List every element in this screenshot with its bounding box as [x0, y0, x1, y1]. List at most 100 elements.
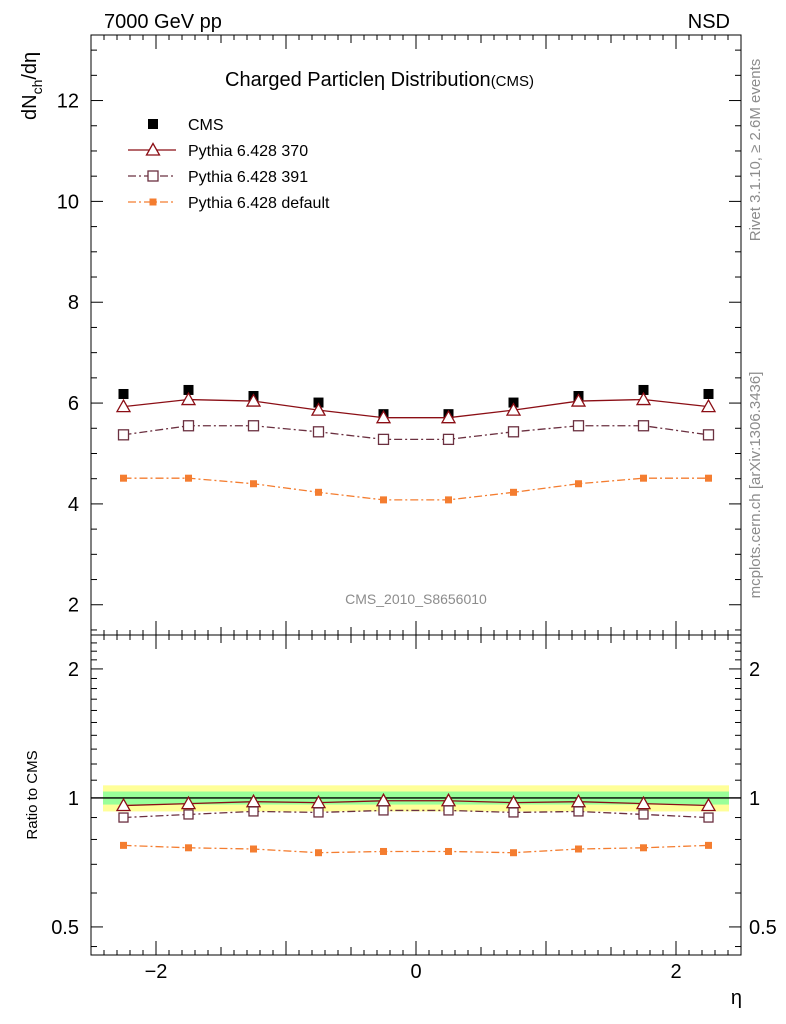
ratio-y-tick-label: 0.5	[51, 917, 79, 939]
ratio-line	[123, 844, 709, 854]
data-point	[380, 496, 387, 504]
ratio-y-tick-label: 1	[68, 788, 79, 810]
main-axis-ticks: 2 4 6 8 10 12	[57, 35, 742, 635]
process-label: NSD	[688, 11, 730, 33]
x-axis-label: η	[731, 987, 742, 1009]
legend-label: CMS	[188, 117, 224, 134]
data-point	[118, 388, 129, 399]
legend-marker	[148, 119, 158, 129]
y-tick-label: 6	[68, 393, 79, 415]
y-tick-label: 2	[68, 595, 79, 617]
ratio-y-tick-label: 2	[68, 659, 79, 681]
legend-item-cms: CMS	[148, 117, 224, 134]
data-point	[445, 496, 452, 504]
ratio-y-tick-label-right: 0.5	[749, 917, 777, 939]
data-point	[635, 391, 652, 406]
data-point	[120, 474, 127, 482]
ratio-series-pythia-6-428-391	[118, 805, 714, 823]
legend-marker	[147, 170, 159, 182]
data-point	[315, 488, 322, 496]
data-point	[310, 402, 327, 416]
series-line	[123, 398, 709, 419]
data-point	[312, 426, 325, 438]
legend-marker	[149, 198, 157, 206]
ratio-point	[445, 847, 452, 855]
series-cms	[118, 384, 714, 420]
ratio-point	[705, 841, 712, 849]
ratio-point	[703, 812, 714, 823]
series-line	[123, 425, 709, 441]
energy-label: 7000 GeV pp	[104, 11, 222, 33]
y-tick-label: 8	[68, 292, 79, 314]
ratio-point	[313, 807, 324, 818]
data-point	[640, 474, 647, 482]
data-point	[117, 429, 130, 441]
ratio-point	[115, 797, 132, 812]
ratio-point	[443, 805, 454, 816]
data-point	[705, 474, 712, 482]
series-line	[123, 477, 709, 501]
ratio-point	[508, 807, 519, 818]
data-point	[702, 429, 715, 441]
ratio-panel: 0.5 0.5 1 1 2 2 −2 0 2 Ratio to CMS η	[24, 634, 777, 1009]
ratio-point	[183, 809, 194, 820]
data-point	[507, 426, 520, 438]
ratio-point	[638, 809, 649, 820]
x-tick-label: −2	[145, 961, 168, 983]
mcplots-label: mcplots.cern.ch [arXiv:1306.3436]	[747, 372, 764, 599]
legend-item-pythia-6-428-default: Pythia 6.428 default	[128, 195, 330, 212]
ratio-point	[635, 795, 652, 810]
legend-label: Pythia 6.428 default	[188, 195, 330, 212]
data-point	[637, 420, 650, 432]
ratio-point	[510, 849, 517, 857]
legend-item-pythia-6-428-370: Pythia 6.428 370	[128, 142, 308, 160]
ratio-point	[118, 812, 129, 823]
data-point	[182, 420, 195, 432]
legend: CMS Pythia 6.428 370 Pythia 6.428 391 Pythi…	[128, 117, 330, 212]
series-pythia-6-428-default	[120, 474, 712, 504]
data-point	[250, 480, 257, 488]
data-point	[572, 420, 585, 432]
ratio-axis-ticks: 0.5 0.5 1 1 2 2 −2 0 2	[51, 635, 777, 983]
ratio-y-tick-label-right: 2	[749, 659, 760, 681]
data-point	[375, 409, 392, 424]
ratio-line	[123, 809, 709, 819]
data-point	[115, 398, 132, 413]
ratio-y-axis-label: Ratio to CMS	[24, 750, 41, 839]
data-point	[377, 433, 390, 446]
data-point	[505, 402, 522, 416]
series-pythia-6-428-391	[117, 420, 715, 446]
legend-label: Pythia 6.428 391	[188, 169, 308, 186]
data-point	[185, 474, 192, 482]
ratio-uncertainty-band	[91, 785, 741, 812]
series-pythia-6-428-370	[115, 391, 717, 424]
ratio-point	[378, 805, 389, 816]
ratio-series-pythia-6-428-370	[115, 792, 717, 812]
ratio-point	[250, 845, 257, 853]
ratio-point	[180, 795, 197, 810]
data-point	[575, 480, 582, 488]
data-point	[247, 420, 260, 432]
ratio-series	[115, 792, 717, 857]
data-point	[442, 433, 455, 446]
ratio-point	[248, 806, 259, 817]
x-tick-label: 2	[670, 961, 681, 983]
ratio-point	[315, 849, 322, 857]
ratio-point	[185, 844, 192, 852]
data-point	[440, 409, 457, 424]
ratio-point	[120, 841, 127, 849]
data-point	[570, 393, 587, 407]
legend-marker	[145, 142, 161, 156]
legend-label: Pythia 6.428 370	[188, 143, 308, 160]
ratio-line	[123, 800, 709, 807]
chart-title: Charged Particleη Distribution(CMS)	[225, 69, 534, 91]
ratio-point	[575, 845, 582, 853]
data-point	[700, 398, 717, 413]
legend-item-pythia-6-428-391: Pythia 6.428 391	[128, 169, 308, 186]
analysis-tag: CMS_2010_S8656010	[345, 591, 487, 607]
data-point	[703, 388, 714, 399]
ratio-point	[640, 844, 647, 852]
y-tick-label: 4	[68, 494, 79, 516]
y-tick-label: 10	[57, 191, 79, 213]
